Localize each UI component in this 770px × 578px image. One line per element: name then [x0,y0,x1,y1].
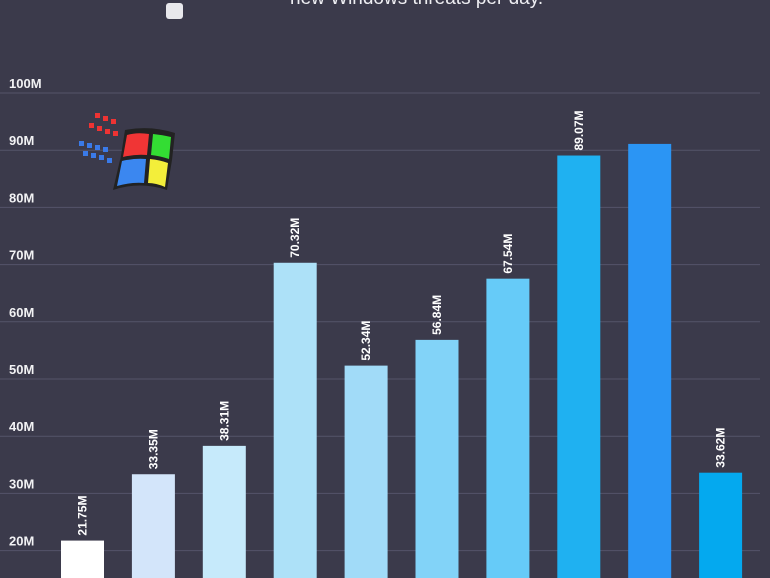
data-label: 89.07M [572,110,586,150]
bar[interactable] [273,262,317,578]
bar[interactable] [628,143,672,578]
legend-marker[interactable] [166,3,183,19]
y-tick-label: 70M [9,248,34,263]
data-label: 67.54M [501,234,515,274]
data-label: 21.75M [76,496,90,536]
data-label: 33.62M [714,428,728,468]
bar[interactable] [557,155,601,578]
windows-logo [79,113,175,190]
chart-title: new Windows threats per day. [290,0,543,10]
y-tick-label: 60M [9,305,34,320]
data-label: 52.34M [359,321,373,361]
bar[interactable] [202,445,246,578]
bar[interactable] [61,540,104,578]
data-label: 33.35M [146,429,160,469]
y-tick-label: 100M [9,76,42,91]
y-tick-label: 50M [9,362,34,377]
bar[interactable] [415,339,459,578]
data-label: 70.32M [288,218,302,258]
y-tick-label: 40M [9,419,34,434]
data-label: 56.84M [430,295,444,335]
bar[interactable] [699,472,743,578]
y-tick-label: 20M [9,534,34,549]
y-tick-label: 90M [9,133,34,148]
y-tick-label: 30M [9,476,34,491]
y-tick-label: 80M [9,190,34,205]
bar[interactable] [486,278,530,578]
data-label: 38.31M [217,401,231,441]
bar[interactable] [344,365,388,578]
bar[interactable] [131,474,175,578]
